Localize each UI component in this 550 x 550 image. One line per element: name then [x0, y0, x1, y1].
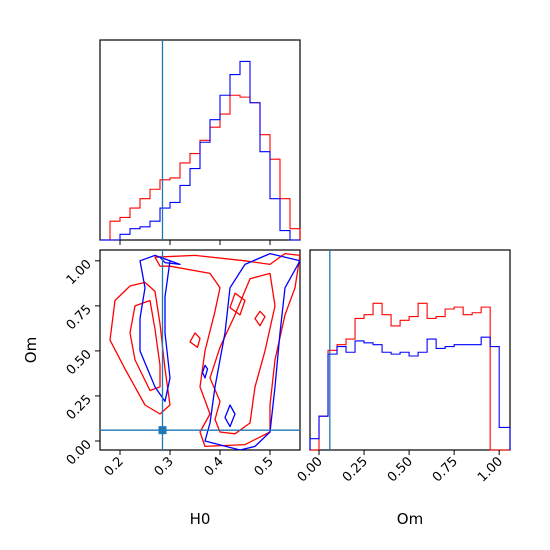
joint-truth-marker: [158, 426, 167, 435]
joint-contour-marks: [100, 250, 300, 450]
joint-y-tick-label-2: 0.50: [64, 347, 95, 378]
h0-histogram-marks: [100, 40, 301, 241]
joint-y-tick-label-0: 0.00: [64, 437, 95, 468]
h0-histogram-panel: [99, 39, 301, 245]
joint-y-tick-label-1: 0.25: [64, 392, 95, 423]
om-histogram-panel: 0.00 0.25 0.50 0.75 1.00 Om: [295, 249, 511, 528]
joint-x-tick-label-3: 0.5: [252, 454, 277, 479]
contour-series-0-level-0: [109, 281, 171, 415]
contour-series-0-level-5: [254, 310, 266, 327]
om-histogram-frame: [309, 249, 511, 451]
h0-axis-label: H0: [190, 510, 211, 528]
contour-series-0-level-3: [209, 272, 276, 435]
joint-x-tick-label-0: 0.2: [102, 454, 127, 479]
joint-y-tick-label-4: 1.00: [64, 257, 95, 288]
joint-frame: [99, 249, 301, 451]
om-hist-series-0: [310, 302, 510, 451]
contour-series-0-level-1: [129, 299, 161, 392]
contour-series-1-level-3: [224, 404, 236, 428]
joint-x-ticks: 0.2 0.3 0.4 0.5: [102, 450, 277, 479]
h0-histogram-frame: [99, 39, 301, 241]
joint-contour-clip: [100, 250, 300, 450]
om-hist-tick-label-2: 0.50: [385, 454, 416, 485]
contour-series-0-level-4: [229, 292, 246, 316]
h0-hist-series-0: [100, 94, 301, 241]
joint-y-tick-label-3: 0.75: [64, 302, 95, 333]
om-hist-series-1: [309, 336, 511, 450]
h0-hist-series-1: [100, 60, 300, 241]
joint-x-tick-label-2: 0.4: [202, 454, 227, 479]
h0-histogram-ticks: [119, 240, 271, 245]
om-hist-tick-label-4: 1.00: [475, 454, 506, 485]
om-hist-axis-label: Om: [397, 510, 423, 528]
om-histogram-ticks: 0.00 0.25 0.50 0.75 1.00: [295, 450, 506, 485]
contour-series-1-level-2: [204, 252, 300, 450]
om-axis-label: Om: [22, 337, 40, 363]
om-histogram-marks: [309, 250, 511, 451]
joint-x-tick-label-1: 0.3: [152, 454, 177, 479]
om-hist-tick-label-3: 0.75: [430, 454, 461, 485]
contour-series-1-level-4: [201, 364, 209, 379]
joint-contour-panel: 0.2 0.3 0.4 0.5 0.00 0.25 0.50 0.75 1.00 H0 Om: [22, 249, 301, 528]
contour-series-0-level-6: [189, 332, 201, 348]
joint-y-ticks: 0.00 0.25 0.50 0.75 1.00: [64, 257, 100, 468]
om-hist-tick-label-1: 0.25: [340, 454, 371, 485]
om-hist-tick-label-0: 0.00: [295, 454, 326, 485]
